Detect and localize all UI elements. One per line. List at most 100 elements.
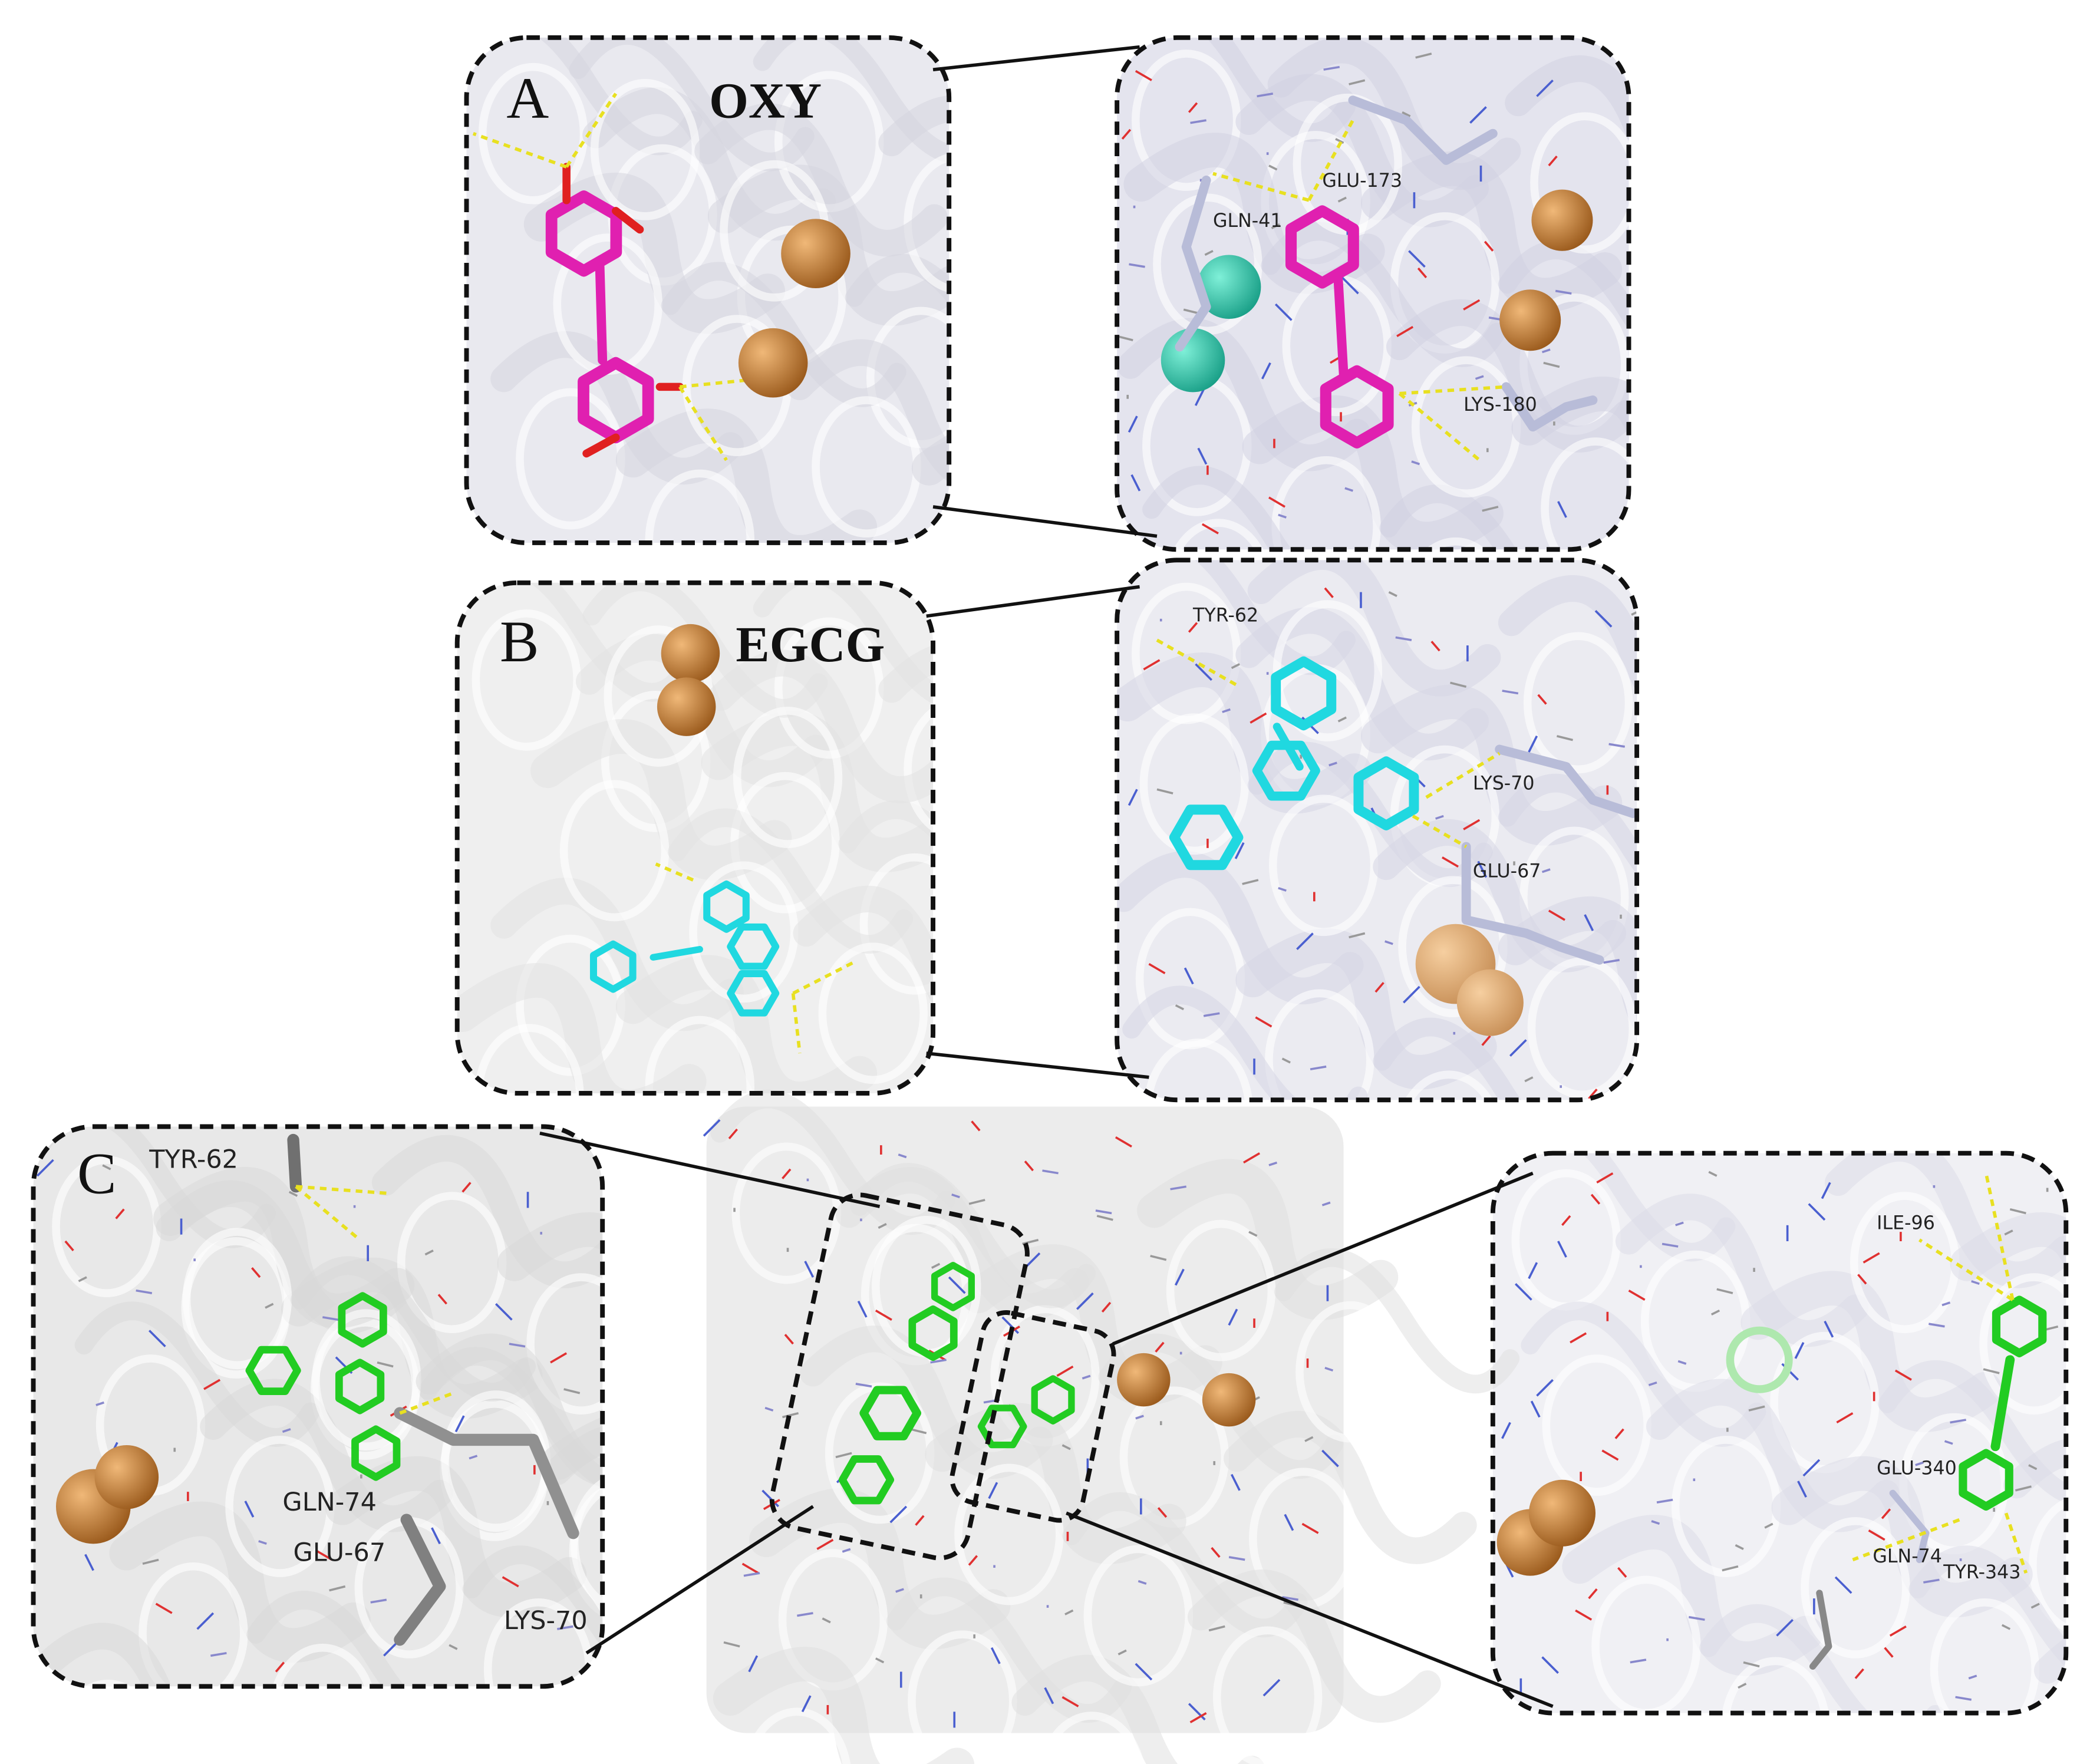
- residue-line: [1121, 128, 1132, 140]
- residue-line: [1915, 1461, 1924, 1466]
- bond: [650, 946, 703, 961]
- residue-line: [1648, 1381, 1657, 1386]
- ion: [1499, 289, 1561, 351]
- residue-line: [1923, 1578, 1940, 1584]
- ribbon: [749, 1488, 1011, 1650]
- ion: [781, 219, 850, 289]
- residue-line: [1528, 736, 1538, 753]
- ligand-name: EGCG: [736, 616, 885, 672]
- residue-line: [797, 1612, 813, 1617]
- residue-line: [948, 1276, 966, 1294]
- residue-line: [1201, 523, 1219, 535]
- residue-line: [1968, 1674, 1977, 1680]
- ribbon: [1511, 376, 1629, 538]
- residue-label: GLN-74: [282, 1488, 377, 1517]
- residue-line: [1349, 79, 1366, 85]
- residue-line: [1076, 1292, 1094, 1310]
- residue-line: [1556, 735, 1573, 741]
- residue-line: [1594, 610, 1613, 628]
- residue-line: [1388, 591, 1397, 598]
- residue-line: [1396, 326, 1414, 337]
- residue-line: [1628, 1290, 1646, 1301]
- residue-line: [1415, 52, 1432, 59]
- ribbon: [1267, 37, 1521, 190]
- residue-line: [895, 1588, 904, 1593]
- residue-line: [1631, 609, 1637, 616]
- residue-line: [1062, 1444, 1071, 1450]
- residue-line: [1881, 1508, 1891, 1519]
- panel-label: A: [506, 65, 549, 131]
- residue-line: [1261, 362, 1271, 380]
- ribbon: [325, 1456, 587, 1618]
- residue-line: [1776, 1618, 1794, 1637]
- residue-line: [1234, 842, 1245, 859]
- residue-line: [1282, 1595, 1298, 1601]
- h-bond: [1984, 1173, 2015, 1301]
- residue-line: [265, 1303, 274, 1309]
- residue-stick: [1461, 842, 1604, 965]
- residue-line: [1808, 1203, 1826, 1221]
- residue-line: [1095, 1209, 1112, 1215]
- frames: [31, 35, 2069, 1716]
- ribbon: [786, 339, 950, 493]
- residue-line: [1024, 1160, 1034, 1172]
- residue-line: [1509, 1039, 1527, 1057]
- residue-line: [804, 1261, 815, 1278]
- residue-line: [1129, 263, 1145, 268]
- residue-line: [1929, 1323, 1945, 1328]
- residue-line: [1135, 1415, 1144, 1420]
- h-bond: [1425, 751, 1501, 799]
- residue-line: [1834, 1576, 1852, 1594]
- residue-line: [1477, 860, 1488, 878]
- residue-line: [1482, 506, 1499, 512]
- helix: [1163, 519, 1273, 550]
- ribbon: [416, 1333, 603, 1487]
- ring: [727, 923, 780, 970]
- residue-line: [1894, 1369, 1912, 1381]
- residue-line: [930, 1359, 947, 1364]
- ribbon: [1360, 684, 1623, 846]
- residue-line: [370, 1598, 387, 1604]
- ribbon: [1950, 1212, 2066, 1374]
- residue-line: [469, 1455, 478, 1460]
- residue-line: [1096, 1215, 1113, 1221]
- helix: [570, 1472, 603, 1613]
- residue-line: [910, 1428, 927, 1435]
- residue-line: [816, 1538, 834, 1550]
- residue-line: [762, 1489, 779, 1508]
- ring: [351, 1425, 401, 1481]
- ring: [859, 1386, 921, 1440]
- helix: [526, 1273, 603, 1415]
- residue-line: [1971, 1280, 1980, 1285]
- residue-line: [1135, 1663, 1153, 1681]
- residue-line: [1821, 1182, 1831, 1199]
- ribbon: [850, 1163, 1096, 1308]
- residue-label: LYS-70: [1473, 773, 1535, 794]
- residue-line: [454, 1415, 465, 1433]
- residue-line: [1197, 447, 1208, 465]
- residue-line: [1614, 1428, 1624, 1439]
- ring: [1353, 756, 1419, 830]
- residue-line: [2030, 1603, 2040, 1609]
- h-bond: [1412, 815, 1468, 849]
- residue-line: [1395, 636, 1412, 641]
- connector: [585, 1505, 815, 1655]
- ion: [1161, 328, 1225, 393]
- ribbon: [799, 1326, 1053, 1479]
- h-bond: [472, 132, 568, 169]
- residue-line: [136, 1289, 153, 1294]
- residue-line: [1463, 819, 1481, 830]
- ribbon: [246, 1591, 492, 1687]
- dashed-frame: [1490, 1150, 2069, 1716]
- residue-label: GLU-173: [1322, 170, 1402, 192]
- residue-line: [1710, 1309, 1720, 1315]
- dashed-frame: [769, 1192, 1030, 1561]
- connector: [1066, 1511, 1554, 1708]
- helix: [1039, 1712, 1145, 1764]
- residue-line: [2001, 1624, 2011, 1630]
- connector: [932, 505, 1158, 538]
- residue-line: [1337, 196, 1347, 203]
- ion: [94, 1445, 159, 1509]
- helix: [182, 1228, 292, 1370]
- residue-line: [822, 1617, 831, 1624]
